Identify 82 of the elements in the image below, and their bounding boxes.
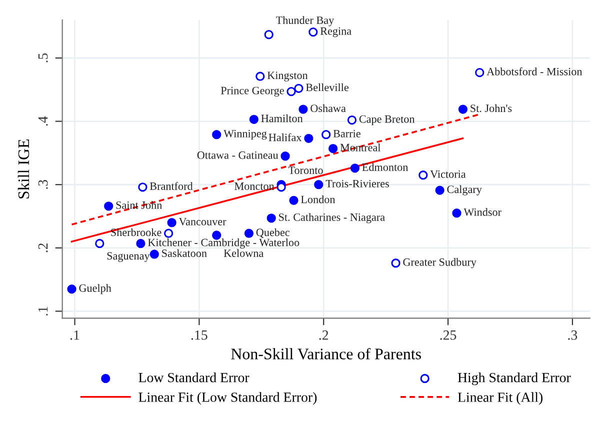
point [249, 114, 258, 124]
data-label: Kingston [267, 72, 308, 82]
point [289, 196, 298, 206]
x-tick-label: .15 [191, 330, 208, 340]
data-label: Trois-Rivieres [326, 180, 389, 188]
point [314, 180, 324, 190]
data-label: Quebec [256, 228, 290, 238]
x-tick-label: .3 [568, 330, 578, 340]
data-label: Windsor [464, 208, 502, 216]
point [308, 27, 318, 37]
data-label: Barrie [333, 130, 360, 138]
legend-label: Linear Fit (All) [458, 392, 542, 405]
data-label: Calgary [447, 185, 482, 196]
data-label: Toronto [288, 166, 323, 174]
point [212, 130, 222, 140]
data-label: Moncton [234, 182, 274, 190]
x-axis-title: Non-Skill Variance of Parents [231, 348, 421, 360]
data-label: Kelowna [224, 249, 264, 257]
y-tick-label: .4 [38, 116, 48, 126]
point [435, 186, 444, 195]
x-tick-label: .2 [319, 330, 328, 340]
data-label: Prince George [220, 86, 284, 97]
point [328, 144, 338, 154]
point [347, 115, 357, 125]
y-tick-label: .3 [38, 180, 48, 189]
point [475, 68, 484, 78]
data-label: Saguenay [107, 252, 150, 262]
point [150, 250, 159, 259]
data-label: Greater Sudbury [403, 258, 476, 268]
data-label: Sherbrooke [111, 228, 162, 236]
data-label: Ottawa - Gatineau [197, 151, 278, 159]
point [167, 218, 176, 228]
data-label: Brantford [150, 182, 193, 190]
data-label: Thunder Bay [276, 16, 334, 26]
data-label: St. John's [470, 104, 512, 112]
point [280, 152, 290, 161]
data-label: Kitchener - Cambridge - Waterloo [148, 238, 300, 249]
data-label: St. Catharines - Niagara [279, 213, 385, 224]
point [136, 238, 146, 248]
y-axis-title: Skill IGE [18, 140, 30, 198]
point [304, 134, 314, 143]
point [350, 164, 360, 173]
point [95, 238, 104, 248]
data-label: Saskatoon [162, 249, 207, 258]
point [164, 228, 174, 238]
data-label: Halifax [268, 133, 302, 142]
x-tick-label: .1 [70, 330, 80, 340]
y-tick-label: .5 [38, 53, 48, 62]
y-tick-label: .2 [38, 243, 48, 252]
point [418, 170, 428, 180]
point [298, 104, 308, 114]
point [266, 214, 276, 223]
data-label: Oshawa [310, 104, 346, 112]
data-label: Regina [320, 27, 352, 38]
data-label: Cape Breton [359, 115, 415, 126]
point [104, 202, 114, 211]
data-label: Hamilton [261, 114, 303, 122]
data-label: Abbotsford - Mission [486, 67, 582, 76]
point [452, 208, 462, 218]
data-label: Belleville [306, 83, 348, 92]
point [322, 130, 331, 140]
point [138, 182, 148, 192]
point [286, 86, 296, 96]
legend-label: High Standard Error [458, 372, 571, 386]
data-label: Winnipeg [224, 130, 267, 140]
point [458, 104, 468, 114]
data-label: Saint John [116, 201, 162, 209]
legend-label: Low Standard Error [138, 372, 250, 382]
data-label: Vancouver [178, 218, 226, 226]
data-label: Guelph [79, 284, 112, 294]
y-tick-label: .1 [38, 306, 48, 316]
data-label: Victoria [430, 170, 466, 178]
point [391, 258, 400, 268]
data-label: Edmonton [362, 163, 408, 171]
legend-label: Linear Fit (Low Standard Error) [138, 392, 317, 405]
x-tick-label: .25 [440, 330, 456, 340]
point [67, 284, 76, 294]
point [256, 72, 265, 81]
point [264, 30, 274, 40]
point [244, 228, 254, 238]
point [294, 84, 304, 93]
data-label: London [301, 195, 336, 204]
